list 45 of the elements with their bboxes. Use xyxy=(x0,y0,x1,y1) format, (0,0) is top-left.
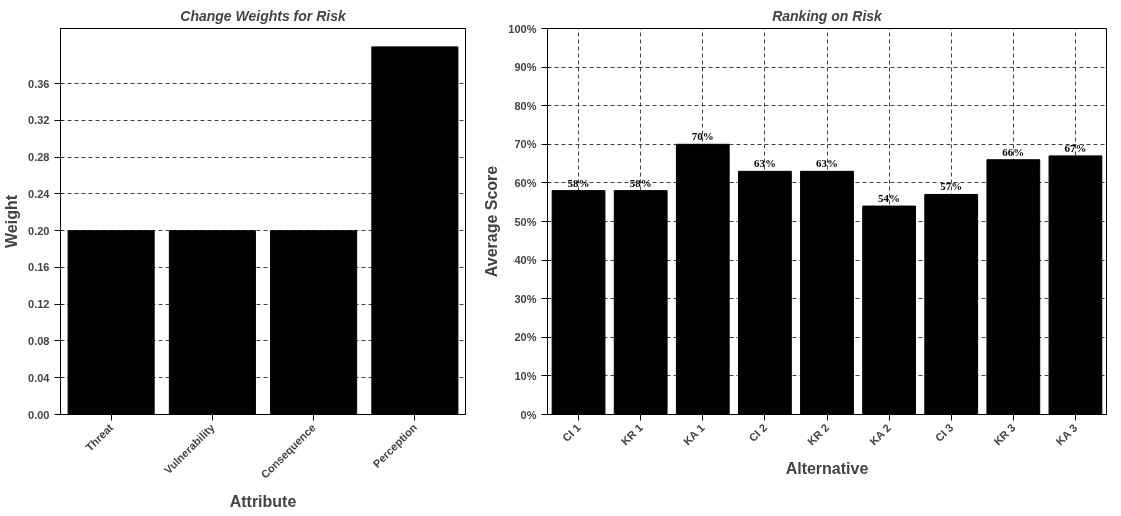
x-tick-label: KR 1 xyxy=(618,421,645,448)
data-label: 66% xyxy=(1002,145,1025,158)
y-tick-label: 0.28 xyxy=(28,151,50,164)
data-label: 54% xyxy=(878,192,901,205)
y-tick-label: 0.32 xyxy=(28,114,50,127)
y-tick-label: 90% xyxy=(514,61,537,74)
x-axis-title: Alternative xyxy=(785,459,869,477)
y-tick-label: 0.00 xyxy=(28,408,50,421)
x-tick-label: CI 2 xyxy=(746,421,770,445)
x-tick-label: KA 3 xyxy=(1053,421,1080,448)
x-axis-title: Attribute xyxy=(229,492,297,510)
y-tick-label: 0.20 xyxy=(28,224,50,237)
chart-title: Ranking on Risk xyxy=(772,7,884,24)
y-tick-label: 80% xyxy=(514,99,537,112)
x-tick-label: KA 2 xyxy=(867,421,894,448)
y-tick-label: 30% xyxy=(514,292,537,305)
data-label: 63% xyxy=(816,157,838,170)
x-tick-label: KR 2 xyxy=(805,421,832,448)
y-tick-label: 100% xyxy=(508,22,537,35)
y-tick-label: 10% xyxy=(514,369,537,382)
x-tick-label: KA 1 xyxy=(680,421,707,448)
data-label: 58% xyxy=(567,176,590,189)
chart-title: Change Weights for Risk xyxy=(180,7,347,24)
data-label: 58% xyxy=(629,176,652,189)
y-tick-label: 70% xyxy=(514,138,537,151)
y-tick-label: 0% xyxy=(520,408,537,421)
y-tick-label: 0.24 xyxy=(28,187,51,200)
data-label: 67% xyxy=(1064,141,1087,154)
y-axis-title: Average Score xyxy=(483,165,501,278)
y-axis-title: Weight xyxy=(3,194,21,249)
data-label: 63% xyxy=(753,157,776,170)
y-tick-label: 0.12 xyxy=(28,298,50,311)
y-tick-label: 0.08 xyxy=(28,334,50,347)
x-tick-label: CI 3 xyxy=(932,421,956,445)
x-tick-label: KR 3 xyxy=(991,421,1018,448)
data-label: 70% xyxy=(691,130,714,143)
x-tick-label: CI 1 xyxy=(560,421,583,445)
data-label: 57% xyxy=(940,180,963,193)
y-tick-label: 60% xyxy=(514,176,537,189)
y-tick-label: 20% xyxy=(514,331,537,344)
y-tick-label: 0.04 xyxy=(28,371,51,384)
y-tick-label: 0.16 xyxy=(28,261,50,274)
y-tick-label: 50% xyxy=(514,215,537,228)
y-tick-label: 40% xyxy=(514,254,537,267)
y-tick-label: 0.36 xyxy=(28,77,50,90)
